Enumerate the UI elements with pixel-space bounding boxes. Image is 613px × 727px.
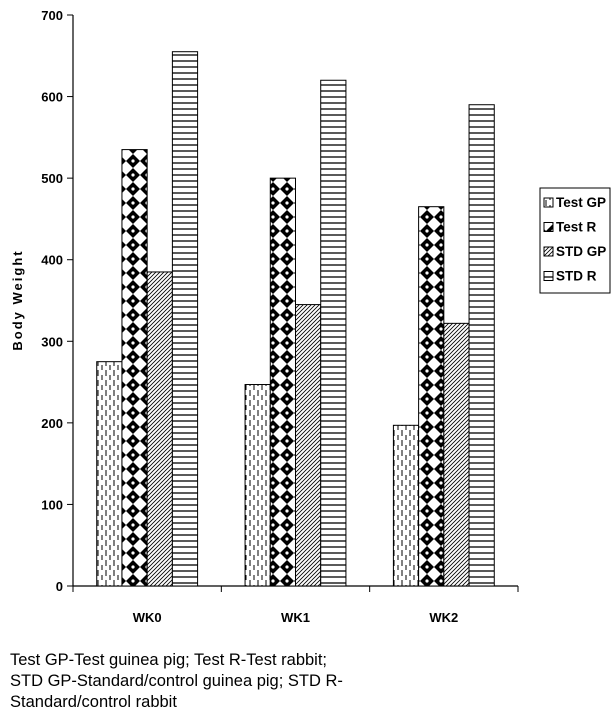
- y-tick-label: 300: [41, 334, 63, 349]
- bars-group: [96, 51, 495, 587]
- bar: [320, 79, 347, 587]
- y-tick-label: 100: [41, 497, 63, 512]
- legend-label: Test GP: [556, 195, 606, 210]
- legend-swatch: [543, 197, 554, 208]
- caption-line: STD GP-Standard/control guinea pig; STD …: [10, 672, 343, 690]
- x-tick-label: WK0: [133, 610, 162, 625]
- x-tick-label: WK2: [429, 610, 458, 625]
- y-tick-label: 200: [41, 416, 63, 431]
- legend-label: STD R: [556, 269, 597, 284]
- y-axis: 0 100 200 300 400 500 600 700: [41, 8, 74, 594]
- x-axis: WK0 WK1 WK2: [72, 585, 519, 625]
- bar: [418, 206, 445, 587]
- bar: [121, 149, 148, 587]
- legend: Test GP Test R STD GP STD R: [539, 187, 611, 294]
- y-axis-label: Body Weight: [10, 249, 25, 350]
- bar: [244, 384, 271, 587]
- legend-swatch: [543, 246, 554, 257]
- bar: [468, 104, 495, 587]
- bar: [171, 51, 199, 587]
- caption-line: Standard/control rabbit: [10, 693, 177, 711]
- bar: [96, 361, 123, 587]
- bar: [146, 271, 173, 587]
- x-tick-label: WK1: [281, 610, 310, 625]
- bar: [443, 322, 470, 587]
- y-tick-label: 400: [41, 253, 63, 268]
- legend-label: Test R: [556, 220, 597, 235]
- y-tick-label: 0: [56, 579, 63, 594]
- caption-line: Test GP-Test guinea pig; Test R-Test rab…: [10, 651, 328, 669]
- y-axis-title: Body Weight: [10, 249, 25, 350]
- legend-swatch: [543, 271, 554, 281]
- y-tick-label: 500: [41, 171, 63, 186]
- bar: [295, 304, 322, 587]
- y-tick-label: 700: [41, 8, 63, 23]
- bar: [392, 424, 420, 587]
- legend-swatch: [543, 222, 554, 232]
- chart-caption: Test GP-Test guinea pig; Test R-Test rab…: [10, 650, 480, 713]
- legend-label: STD GP: [556, 244, 606, 259]
- bar: [269, 177, 296, 587]
- y-tick-label: 600: [41, 90, 63, 105]
